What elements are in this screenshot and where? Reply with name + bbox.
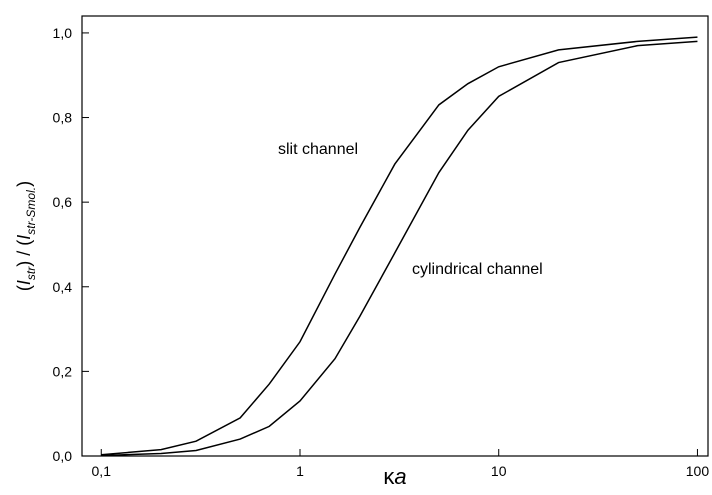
line-series — [101, 40, 698, 457]
y-axis-label-part: ( — [14, 285, 34, 291]
y-axis-label-part: ) / ( — [14, 240, 34, 267]
y-tick-label: 0,6 — [53, 194, 73, 210]
x-tick-label: 1 — [296, 463, 304, 479]
x-axis-label: κa — [383, 464, 406, 489]
y-axis-label-part: ) — [14, 181, 34, 187]
series-label: cylindrical channel — [412, 261, 543, 278]
y-axis-label-part: I — [14, 280, 34, 285]
line-series — [101, 36, 698, 456]
y-tick-label: 0,8 — [53, 110, 73, 126]
series-label: slit channel — [278, 141, 358, 158]
x-axis-label-part: κ — [383, 464, 395, 489]
y-tick-label: 0,2 — [53, 363, 73, 379]
y-tick-label: 1,0 — [53, 25, 73, 41]
x-tick-label: 0,1 — [92, 463, 112, 479]
x-tick-label: 10 — [491, 463, 507, 479]
x-tick-label: 100 — [686, 463, 710, 479]
y-axis-label-part: str — [24, 266, 38, 280]
x-axis-label-part: a — [394, 464, 406, 489]
y-axis-label-part: str-Smol. — [24, 187, 38, 235]
y-axis-label-part: I — [14, 235, 34, 240]
y-axis-label: (Istr) / (Istr-Smol.) — [14, 181, 38, 291]
y-tick-label: 0,4 — [53, 279, 73, 295]
plot-frame — [81, 15, 709, 457]
y-tick-label: 0,0 — [53, 448, 73, 464]
